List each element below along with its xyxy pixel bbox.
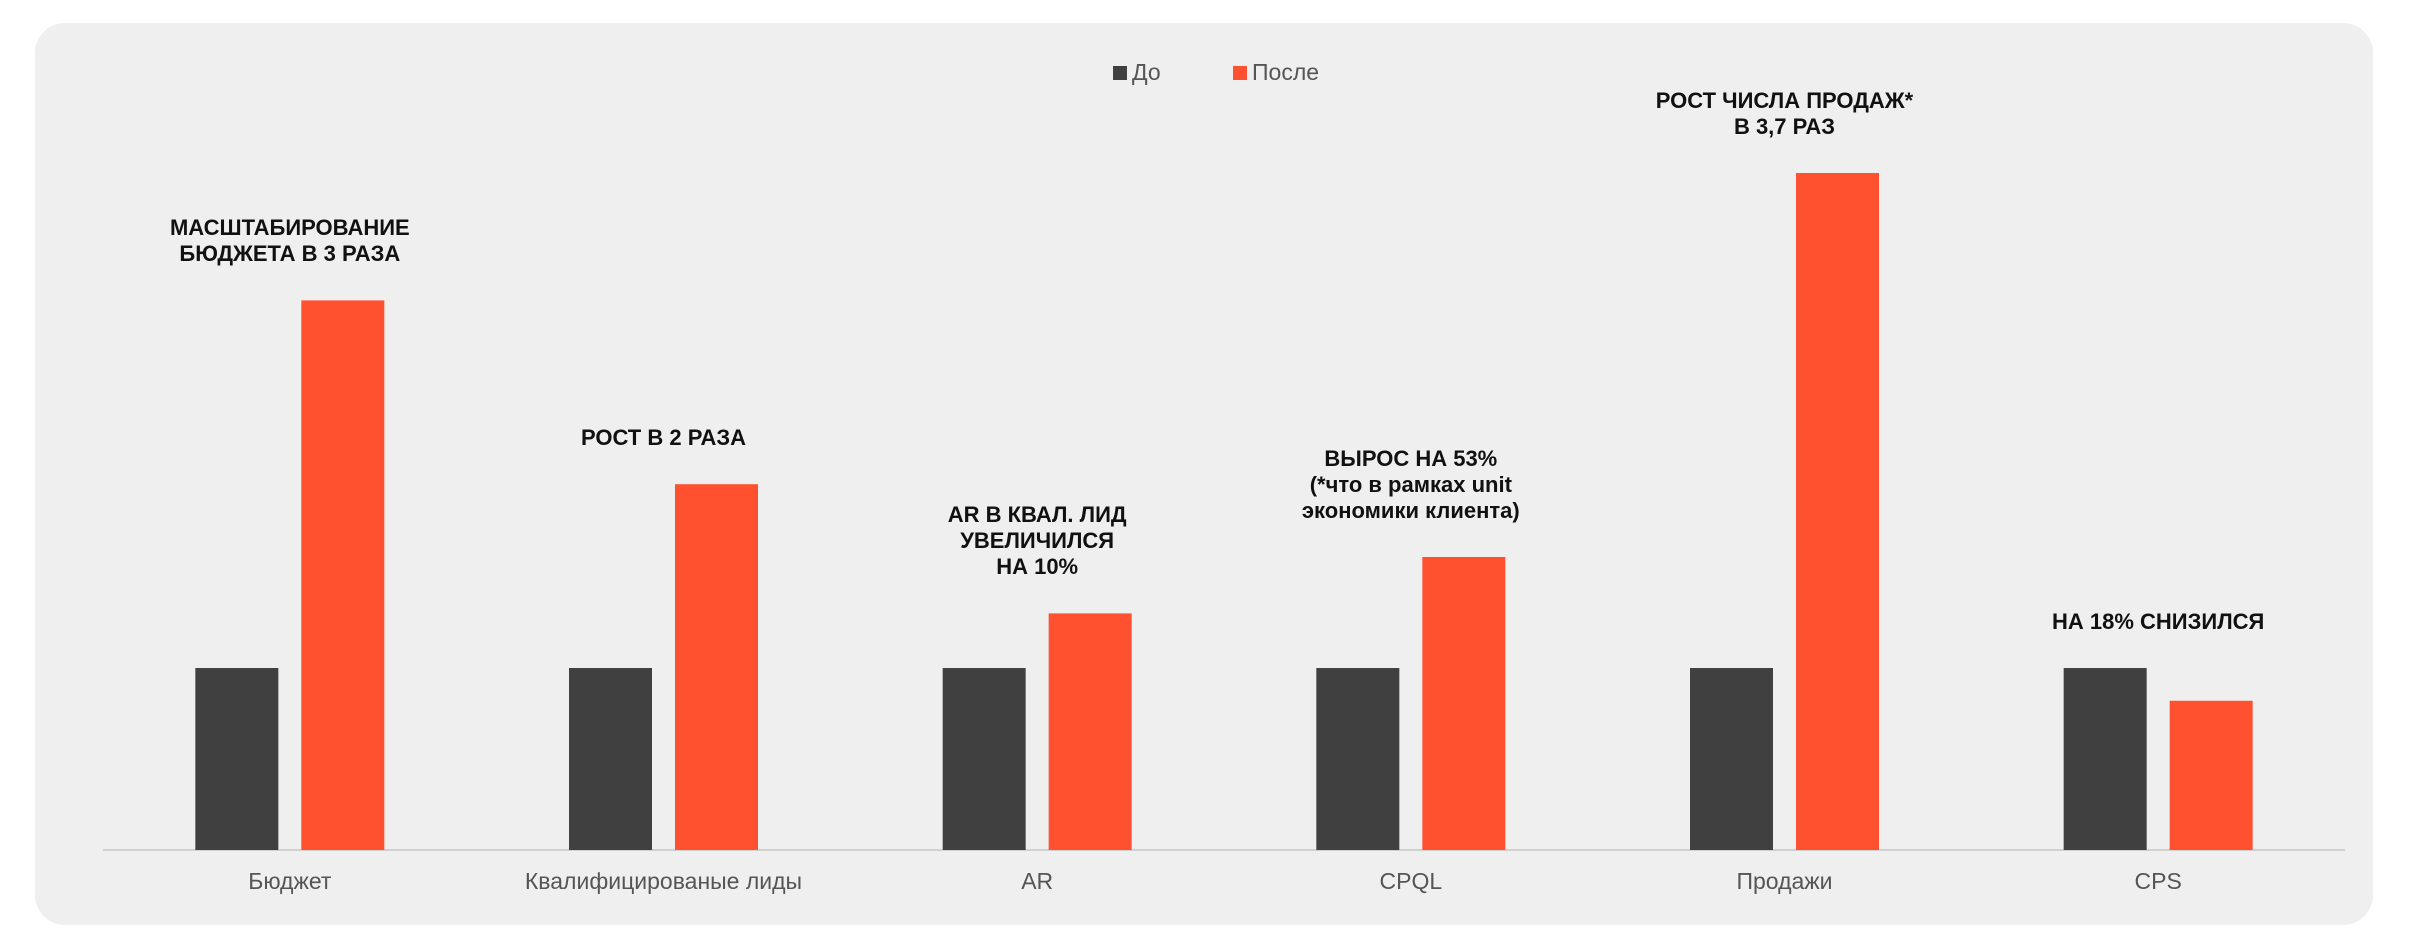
legend-label: После: [1252, 59, 1319, 85]
bar: [301, 300, 385, 851]
bar: [2063, 668, 2147, 850]
annotation: ВЫРОС НА 53%: [1324, 446, 1497, 471]
bar: [1316, 668, 1400, 850]
bar: [569, 668, 652, 850]
annotation: РОСТ ЧИСЛА ПРОДАЖ*: [1656, 88, 1914, 113]
annotation: МАСШТАБИРОВАНИЕ: [170, 215, 410, 240]
annotation: БЮДЖЕТА В 3 РАЗА: [179, 241, 400, 266]
annotation: экономики клиента): [1302, 498, 1520, 523]
bar: [1422, 556, 1506, 850]
card: [35, 23, 2373, 925]
bar: [942, 668, 1026, 850]
x-tick-label: CPQL: [1380, 868, 1443, 894]
x-tick-label: AR: [1021, 868, 1053, 894]
annotation: AR В КВАЛ. ЛИД: [948, 502, 1127, 527]
bar: [675, 484, 758, 850]
annotation: (*что в рамках unit: [1310, 472, 1513, 497]
legend-label: До: [1132, 59, 1161, 85]
bar: [1048, 613, 1132, 850]
bar: [1796, 173, 1879, 850]
bar: [2169, 700, 2253, 850]
annotation: УВЕЛИЧИЛСЯ: [960, 528, 1114, 553]
x-tick-label: Бюджет: [248, 868, 332, 894]
annotation: НА 10%: [996, 554, 1078, 579]
x-tick-label: CPS: [2135, 868, 2182, 894]
bar: [1690, 668, 1773, 850]
legend-swatch: [1113, 66, 1127, 80]
x-tick-label: Квалифицированые лиды: [525, 868, 802, 894]
x-tick-label: Продажи: [1736, 868, 1832, 894]
annotation: РОСТ В 2 РАЗА: [581, 425, 746, 450]
annotation: НА 18% СНИЗИЛСЯ: [2052, 609, 2264, 634]
bar: [195, 668, 279, 850]
annotation: В 3,7 РАЗ: [1734, 114, 1835, 139]
legend-swatch: [1233, 66, 1247, 80]
